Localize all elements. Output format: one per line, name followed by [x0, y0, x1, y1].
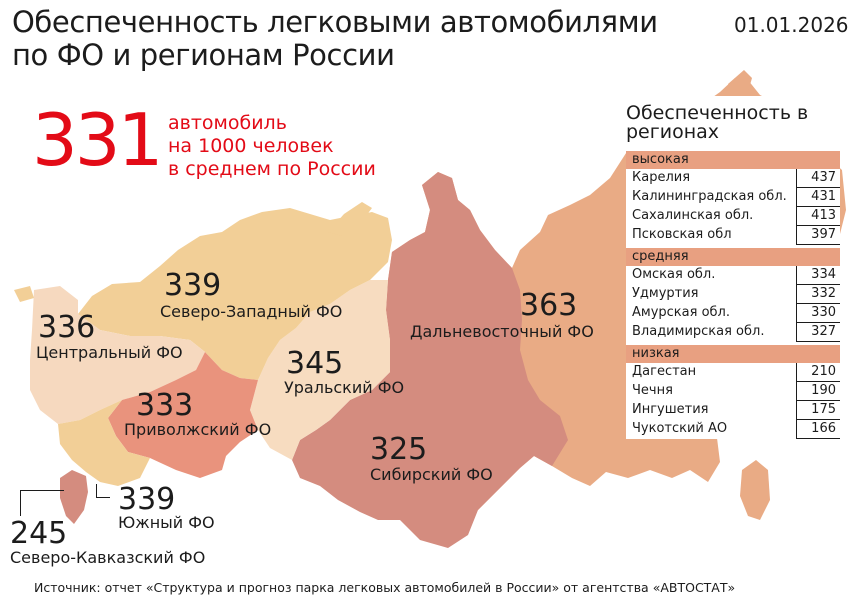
region-name: Владимирская обл.: [632, 324, 765, 339]
panel-title: Обеспеченность в регионах: [626, 96, 840, 148]
northwest-value: 339: [164, 268, 222, 303]
region-name: Дагестан: [632, 364, 697, 379]
siberia-name: Сибирский ФО: [370, 465, 493, 484]
central-name: Центральный ФО: [36, 343, 183, 362]
central-value: 336: [38, 310, 96, 345]
title-line-1: Обеспеченность легковыми автомобилями: [12, 5, 658, 39]
table-row: Псковская обл 397: [626, 226, 840, 245]
region-northwest-novayazemlya: [328, 202, 372, 236]
table-row: Удмуртия 332: [626, 285, 840, 304]
title-line-2: по ФО и регионам России: [12, 38, 395, 72]
volga-value: 333: [136, 388, 194, 423]
region-name: Омская обл.: [632, 267, 716, 282]
caucasus-name: Северо-Кавказский ФО: [10, 548, 206, 567]
region-fareast-sakhalin: [740, 460, 770, 520]
region-name: Удмуртия: [632, 286, 699, 301]
russia-average-value: 331: [32, 98, 163, 182]
group-high: высокая Карелия 437 Калининградская обл.…: [626, 151, 840, 245]
group-medium: средняя Омская обл. 334 Удмуртия 332 Аму…: [626, 248, 840, 342]
ural-value: 345: [286, 346, 344, 381]
region-value: 190: [796, 382, 840, 401]
table-row: Дагестан 210: [626, 363, 840, 382]
region-value: 166: [796, 420, 840, 439]
region-name: Чечня: [632, 383, 673, 398]
region-value: 327: [796, 323, 840, 342]
fareast-name: Дальневосточный ФО: [410, 322, 594, 341]
panel-title-line-1: Обеспеченность в: [626, 102, 809, 124]
region-value: 330: [796, 304, 840, 323]
source-note: Источник: отчет «Структура и прогноз пар…: [34, 580, 736, 595]
group-low: низкая Дагестан 210 Чечня 190 Ингушетия …: [626, 345, 840, 439]
region-value: 332: [796, 285, 840, 304]
south-value: 339: [118, 482, 176, 517]
table-row: Сахалинская обл. 413: [626, 207, 840, 226]
table-row: Амурская обл. 330: [626, 304, 840, 323]
table-row: Чечня 190: [626, 382, 840, 401]
region-value: 413: [796, 207, 840, 226]
table-row: Владимирская обл. 327: [626, 323, 840, 342]
region-name: Карелия: [632, 170, 691, 185]
region-northwest[interactable]: [78, 208, 392, 380]
fareast-value: 363: [520, 288, 578, 323]
region-value: 431: [796, 188, 840, 207]
region-value: 397: [796, 226, 840, 245]
region-name: Псковская обл: [632, 227, 732, 242]
page-title: Обеспеченность легковыми автомобилями по…: [12, 6, 658, 72]
region-name: Ингушетия: [632, 402, 709, 417]
region-south[interactable]: [58, 400, 150, 486]
region-central[interactable]: [30, 286, 205, 424]
region-fareast-chukotka: [728, 70, 752, 96]
group-header: средняя: [626, 248, 840, 266]
russia-average-caption: автомобиль на 1000 человек в среднем по …: [168, 112, 376, 181]
region-value: 334: [796, 266, 840, 285]
caption-line-2: на 1000 человек: [168, 135, 334, 157]
caucasus-value: 245: [10, 516, 68, 551]
table-row: Калининградская обл. 431: [626, 188, 840, 207]
regions-panel: Обеспеченность в регионах высокая Карели…: [626, 96, 840, 439]
report-date: 01.01.2026: [734, 13, 849, 37]
group-header: высокая: [626, 151, 840, 169]
region-ural[interactable]: [250, 280, 390, 460]
region-name: Калининградская обл.: [632, 189, 787, 204]
volga-name: Приволжский ФО: [124, 420, 272, 439]
panel-title-line-2: регионах: [626, 121, 720, 143]
region-value: 437: [796, 169, 840, 188]
table-row: Чукотский АО 166: [626, 420, 840, 439]
siberia-value: 325: [370, 432, 428, 467]
region-name: Чукотский АО: [632, 421, 728, 436]
table-row: Карелия 437: [626, 169, 840, 188]
ural-name: Уральский ФО: [284, 378, 405, 397]
region-central-kaliningrad: [14, 286, 34, 302]
caption-line-1: автомобиль: [168, 112, 287, 134]
south-leader-line: [96, 484, 110, 498]
region-siberia[interactable]: [292, 172, 568, 548]
caption-line-3: в среднем по России: [168, 158, 376, 180]
region-name: Сахалинская обл.: [632, 208, 754, 223]
region-value: 175: [796, 401, 840, 420]
table-row: Ингушетия 175: [626, 401, 840, 420]
region-name: Амурская обл.: [632, 305, 730, 320]
northwest-name: Северо-Западный ФО: [160, 302, 343, 321]
caucasus-leader-line: [20, 490, 64, 516]
table-row: Омская обл. 334: [626, 266, 840, 285]
group-header: низкая: [626, 345, 840, 363]
south-name: Южный ФО: [118, 513, 215, 532]
region-caucasus[interactable]: [60, 470, 88, 524]
region-volga[interactable]: [108, 352, 258, 478]
region-value: 210: [796, 363, 840, 382]
